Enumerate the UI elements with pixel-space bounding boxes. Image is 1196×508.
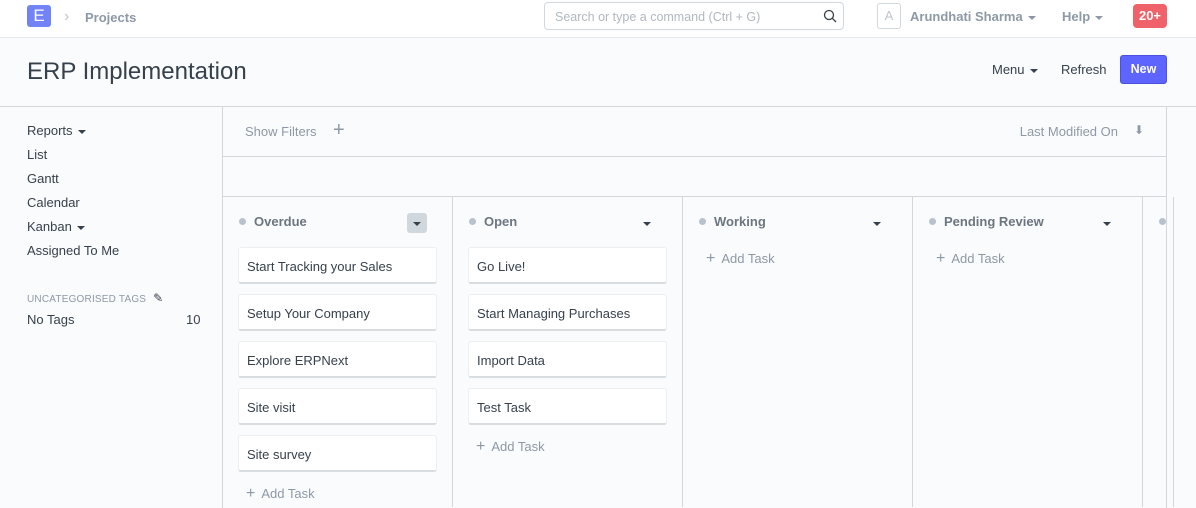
plus-icon: + — [936, 250, 946, 267]
pencil-icon[interactable]: ✎ — [153, 291, 164, 305]
avatar[interactable]: A — [877, 3, 901, 29]
kanban-card[interactable]: Start Managing Purchases — [468, 294, 667, 331]
add-task-button[interactable]: + Add Task — [698, 247, 897, 271]
kanban-column: Open Go Live! Start Managing Purchases Impo… — [453, 197, 683, 507]
user-menu[interactable]: Arundhati Sharma — [910, 9, 1036, 24]
column-title: Working — [714, 214, 766, 229]
status-dot — [1159, 218, 1166, 225]
status-dot — [469, 218, 476, 225]
column-title: Open — [484, 214, 518, 229]
kanban-card[interactable]: Site survey — [238, 435, 437, 472]
caret-down-icon — [1103, 222, 1111, 226]
sidebar-item-gantt[interactable]: Gantt — [27, 171, 59, 186]
chevron-right-icon: › — [64, 8, 70, 25]
app-logo[interactable]: E — [27, 5, 51, 27]
add-task-label: Add Task — [721, 251, 775, 266]
menu-button[interactable]: Menu — [992, 62, 1038, 77]
caret-down-icon — [643, 222, 651, 226]
sidebar-item-list[interactable]: List — [27, 147, 48, 162]
add-task-button[interactable]: + Add Task — [928, 247, 1127, 271]
kanban-card[interactable]: Explore ERPNext — [238, 341, 437, 378]
add-task-button[interactable]: + Add Task — [238, 482, 437, 506]
sidebar-item-assigned-to-me[interactable]: Assigned To Me — [27, 243, 120, 258]
help-label: Help — [1062, 9, 1091, 24]
column-header: Overdue — [238, 197, 437, 247]
kanban-area: Show Filters + Last Modified On ⬇ Overdu… — [222, 107, 1174, 508]
column-dropdown-button[interactable] — [637, 213, 657, 233]
show-filters-button[interactable]: Show Filters — [245, 124, 317, 139]
status-dot — [239, 218, 246, 225]
tags-heading: UNCATEGORISED TAGS ✎ — [27, 291, 163, 305]
sidebar-item-calendar[interactable]: Calendar — [27, 195, 80, 210]
column-dropdown-button[interactable] — [1097, 213, 1117, 233]
caret-down-icon — [77, 129, 86, 134]
page-title: ERP Implementation — [27, 58, 247, 85]
sidebar-item-reports[interactable]: Reports — [27, 124, 119, 148]
column-title: Pending Review — [944, 214, 1044, 229]
caret-down-icon — [413, 222, 421, 226]
plus-icon: + — [476, 438, 486, 455]
search-icon — [823, 9, 837, 23]
refresh-button[interactable]: Refresh — [1061, 62, 1107, 77]
kanban-card[interactable]: Start Tracking your Sales — [238, 247, 437, 284]
column-header: Open — [468, 197, 667, 247]
user-name: Arundhati Sharma — [910, 9, 1023, 24]
add-filter-icon[interactable]: + — [333, 119, 345, 141]
column-header: Pending Review — [928, 197, 1127, 247]
kanban-card[interactable]: Go Live! — [468, 247, 667, 284]
status-dot — [929, 218, 936, 225]
sort-selector[interactable]: Last Modified On — [1019, 124, 1118, 139]
kanban-column: Pending Review + Add Task — [913, 197, 1143, 507]
sidebar-item-kanban[interactable]: Kanban — [27, 220, 119, 244]
status-dot — [699, 218, 706, 225]
kanban-card[interactable]: Setup Your Company — [238, 294, 437, 331]
kanban-card[interactable]: Test Task — [468, 388, 667, 425]
add-task-button[interactable]: + Add Task — [468, 435, 667, 459]
add-task-label: Add Task — [951, 251, 1005, 266]
no-tags-count: 10 — [186, 312, 201, 327]
column-dropdown-button[interactable] — [407, 213, 427, 233]
kanban-board: Overdue Start Tracking your Sales Setup Yo… — [223, 197, 1174, 507]
menu-label: Menu — [992, 62, 1025, 77]
plus-icon: + — [706, 250, 716, 267]
kanban-column-partial — [1143, 197, 1174, 507]
navbar: E › Projects Search or type a command (C… — [0, 0, 1196, 38]
plus-icon: + — [246, 485, 256, 502]
column-dropdown-button[interactable] — [867, 213, 887, 233]
add-task-label: Add Task — [491, 439, 545, 454]
caret-down-icon — [1027, 15, 1036, 20]
kanban-card[interactable]: Site visit — [238, 388, 437, 425]
sidebar-item-label: Kanban — [27, 219, 72, 234]
new-button[interactable]: New — [1120, 55, 1167, 84]
sort-order-icon[interactable]: ⬇ — [1133, 123, 1144, 137]
search-input[interactable]: Search or type a command (Ctrl + G) — [544, 2, 844, 30]
kanban-column: Overdue Start Tracking your Sales Setup Yo… — [223, 197, 453, 507]
column-header: Working — [698, 197, 897, 247]
search-placeholder: Search or type a command (Ctrl + G) — [555, 10, 761, 24]
notifications-badge[interactable]: 20+ — [1133, 4, 1167, 28]
sidebar: Reports List Gantt Calendar Kanban Assig… — [27, 124, 119, 268]
breadcrumb-projects[interactable]: Projects — [85, 10, 137, 25]
tags-heading-label: UNCATEGORISED TAGS — [27, 294, 147, 305]
no-tags-link[interactable]: No Tags — [27, 312, 75, 327]
caret-down-icon — [1095, 15, 1104, 20]
divider — [0, 106, 1196, 107]
kanban-card[interactable]: Import Data — [468, 341, 667, 378]
sidebar-item-label: Reports — [27, 123, 73, 138]
caret-down-icon — [873, 222, 881, 226]
help-menu[interactable]: Help — [1062, 9, 1104, 24]
spacer — [223, 157, 1166, 197]
add-task-label: Add Task — [261, 486, 315, 501]
caret-down-icon — [76, 225, 85, 230]
filter-bar: Show Filters + Last Modified On ⬇ — [223, 107, 1166, 157]
column-title: Overdue — [254, 214, 307, 229]
caret-down-icon — [1029, 68, 1038, 73]
kanban-column: Working + Add Task — [683, 197, 913, 507]
